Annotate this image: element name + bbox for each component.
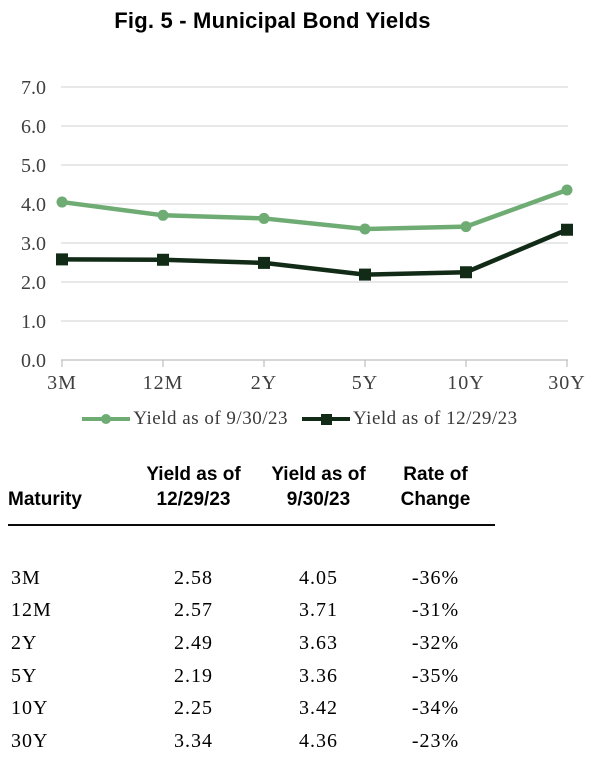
rate-cell: -36% bbox=[411, 566, 460, 589]
rate-cell: -34% bbox=[411, 697, 460, 720]
data-point-circle bbox=[56, 196, 68, 208]
yields-table: Maturity Yield as of 12/29/23 Yield as o… bbox=[8, 462, 495, 758]
x-axis-tick-label: 10Y bbox=[447, 372, 484, 394]
yield-9-30-cell: 3.42 bbox=[299, 697, 338, 720]
yield-9-30-cell: 3.36 bbox=[299, 664, 338, 687]
data-point-square bbox=[359, 268, 371, 281]
yield-12-29-cell: 3.34 bbox=[174, 729, 213, 752]
yield-12-29-cell: 2.49 bbox=[174, 631, 213, 654]
y-axis-tick-label: 4.0 bbox=[21, 194, 46, 216]
legend-label: Yield as of 9/30/23 bbox=[133, 408, 288, 429]
yield-12-29-cell: 2.19 bbox=[174, 664, 213, 687]
table-row: 30Y 3.34 4.36 -23% bbox=[8, 725, 495, 758]
table-body: 3M 2.58 4.05 -36% 12M 2.57 3.71 -31% 2Y … bbox=[8, 562, 495, 758]
data-point-square bbox=[56, 253, 68, 266]
data-point-circle bbox=[258, 212, 270, 224]
series-line-0 bbox=[59, 187, 570, 232]
y-axis-tick-label: 0.0 bbox=[21, 350, 46, 372]
maturity-cell: 10Y bbox=[11, 697, 49, 720]
rate-cell: -31% bbox=[411, 599, 460, 622]
yield-9-30-cell: 3.71 bbox=[299, 599, 338, 622]
x-axis-tick-label: 5Y bbox=[352, 372, 378, 394]
rate-cell: -23% bbox=[411, 729, 460, 752]
rate-cell: -35% bbox=[411, 664, 460, 687]
data-point-circle bbox=[460, 221, 472, 233]
y-axis-tick-label: 7.0 bbox=[21, 77, 46, 99]
yield-9-30-cell: 4.05 bbox=[299, 566, 338, 589]
series-line-1 bbox=[59, 227, 570, 277]
yield-12-29-cell: 2.25 bbox=[174, 697, 213, 720]
data-point-circle bbox=[359, 223, 371, 235]
data-point-square bbox=[258, 256, 270, 269]
maturity-cell: 30Y bbox=[11, 729, 49, 752]
chart-legend: Yield as of 9/30/23 Yield as of 12/29/23 bbox=[0, 408, 600, 430]
municipal-bond-yields-line-chart: 0.0 1.0 2.0 3.0 4.0 5.0 6.0 7.0 3M 12M 2Y 5Y 10Y 30Y bbox=[21, 77, 585, 394]
data-point-square bbox=[157, 253, 169, 266]
figure-title: Fig. 5 - Municipal Bond Yields bbox=[114, 8, 431, 33]
x-axis-tick-label: 3M bbox=[47, 372, 77, 394]
y-axis-tick-label: 2.0 bbox=[21, 272, 46, 294]
data-point-square bbox=[460, 266, 472, 279]
maturity-cell: 2Y bbox=[11, 631, 38, 654]
line-circle-marker-icon bbox=[82, 412, 131, 426]
maturity-cell: 3M bbox=[11, 566, 41, 589]
rate-cell: -32% bbox=[411, 631, 460, 654]
data-point-square bbox=[561, 223, 573, 236]
column-header-yield-9-30: Yield as of 9/30/23 bbox=[271, 464, 366, 510]
maturity-cell: 5Y bbox=[11, 664, 38, 687]
y-axis-tick-label: 1.0 bbox=[21, 311, 46, 333]
table-row: 10Y 2.25 3.42 -34% bbox=[8, 692, 495, 725]
column-header-rate-of-change: Rate of Change bbox=[400, 464, 471, 510]
x-axis-tick-label: 2Y bbox=[251, 372, 277, 394]
table-row: 2Y 2.49 3.63 -32% bbox=[8, 627, 495, 660]
yield-12-29-cell: 2.58 bbox=[174, 566, 213, 589]
data-point-circle bbox=[561, 184, 573, 196]
column-header-yield-12-29: Yield as of 12/29/23 bbox=[146, 464, 241, 510]
yield-9-30-cell: 4.36 bbox=[299, 729, 338, 752]
line-square-marker-icon bbox=[302, 412, 350, 426]
yield-9-30-cell: 3.63 bbox=[299, 631, 338, 654]
legend-item-12-29-23: Yield as of 12/29/23 bbox=[302, 408, 518, 430]
x-axis-tick-label: 12M bbox=[143, 372, 184, 394]
table-header-row: Maturity Yield as of 12/29/23 Yield as o… bbox=[8, 462, 495, 526]
legend-item-9-30-23: Yield as of 9/30/23 bbox=[82, 408, 288, 430]
x-axis-tick-label: 30Y bbox=[548, 372, 585, 394]
data-point-circle bbox=[157, 209, 169, 221]
legend-label: Yield as of 12/29/23 bbox=[353, 408, 518, 429]
y-axis-tick-label: 5.0 bbox=[21, 155, 46, 177]
maturity-cell: 12M bbox=[11, 599, 52, 622]
yield-12-29-cell: 2.57 bbox=[174, 599, 213, 622]
column-header-maturity: Maturity bbox=[8, 489, 82, 510]
y-axis-tick-label: 6.0 bbox=[21, 116, 46, 138]
table-row: 5Y 2.19 3.36 -35% bbox=[8, 660, 495, 693]
table-row: 12M 2.57 3.71 -31% bbox=[8, 595, 495, 628]
table-row: 3M 2.58 4.05 -36% bbox=[8, 562, 495, 595]
y-axis-tick-label: 3.0 bbox=[21, 233, 46, 255]
